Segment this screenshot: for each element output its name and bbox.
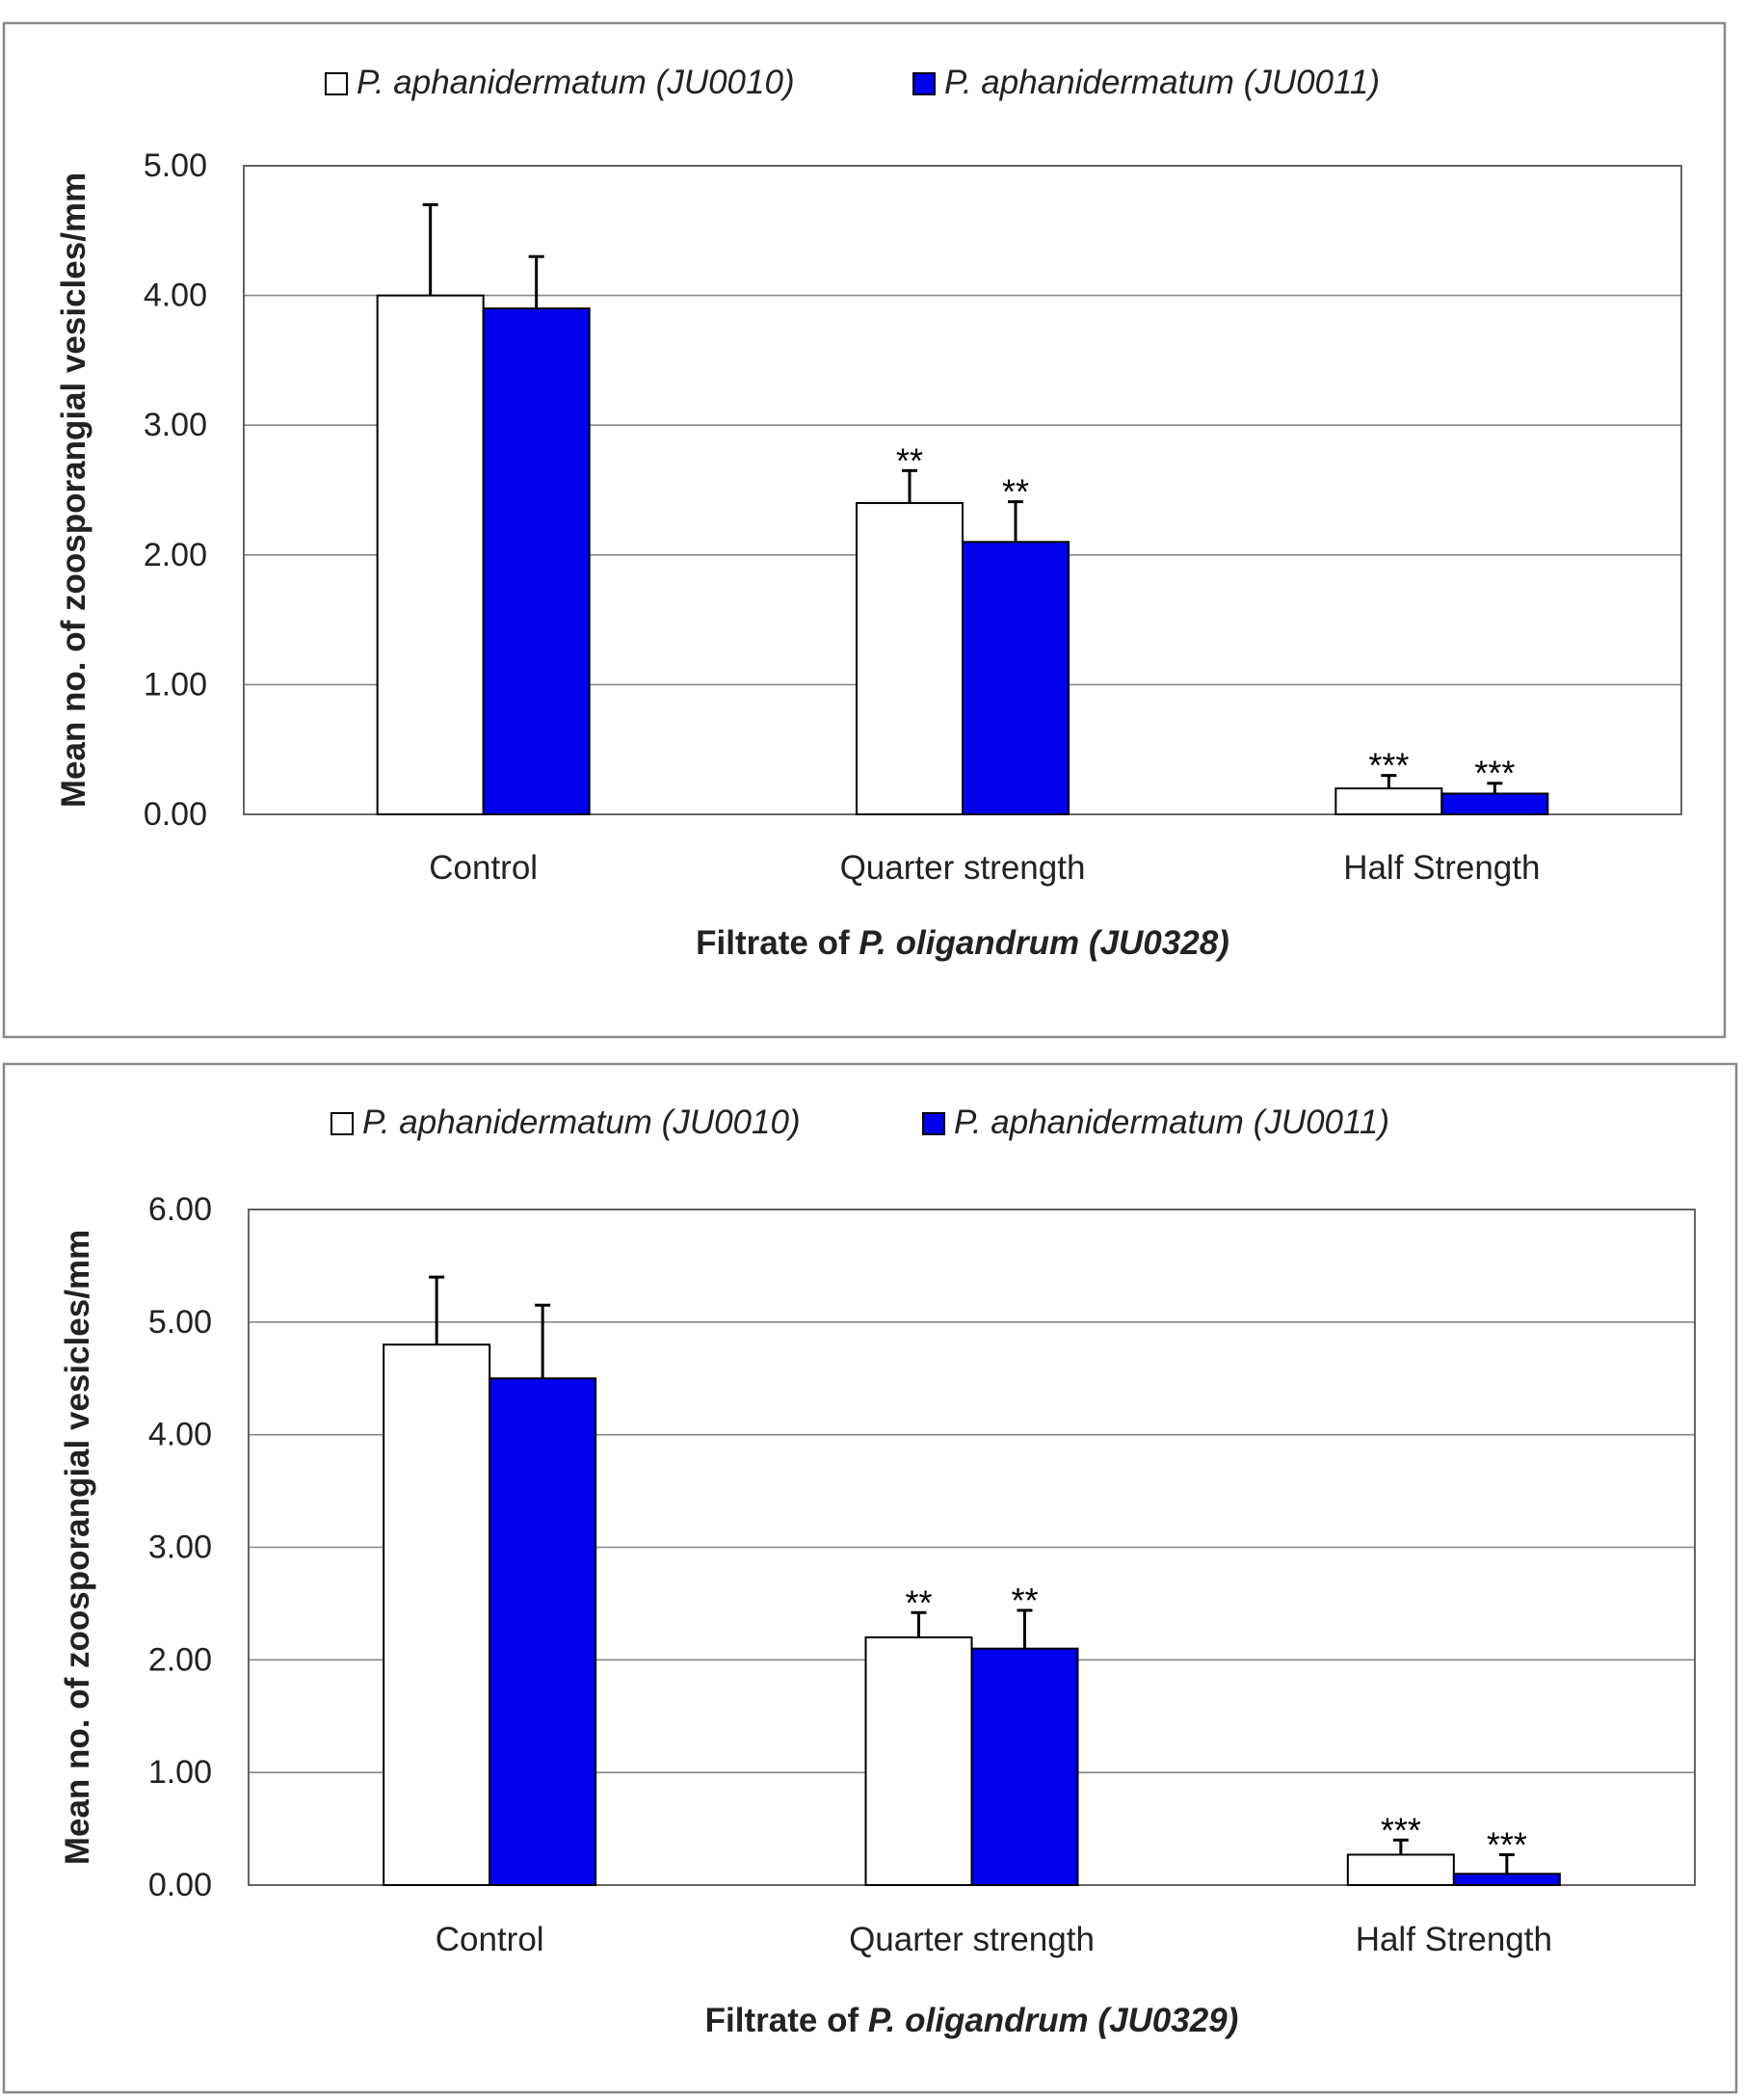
bar-1 <box>1346 1853 1455 1886</box>
chart-2: 0.00 1.00 2.00 3.00 4.00 5.00 6.00 Control ** ** Q… <box>2 1062 1738 2094</box>
bar-2 <box>962 541 1070 816</box>
y-tick-label: 4.00 <box>148 1417 212 1453</box>
significance-label: *** <box>1381 1810 1421 1849</box>
bar-2 <box>489 1377 597 1886</box>
y-tick-label: 2.00 <box>148 1641 212 1678</box>
bar-1 <box>376 294 485 816</box>
bar-1 <box>1334 787 1443 816</box>
y-tick-label: 5.00 <box>144 147 207 184</box>
legend-swatch-1 <box>330 1112 354 1135</box>
bar-2 <box>970 1647 1079 1887</box>
chart-frame <box>2 1062 1738 2094</box>
y-tick-label: 3.00 <box>144 407 207 443</box>
significance-label: ** <box>1011 1581 1038 1620</box>
significance-label: ** <box>896 440 923 480</box>
x-axis-title-prefix: Filtrate of <box>696 924 859 962</box>
x-axis-title: Filtrate of P. oligandrum (JU0329) <box>705 2002 1239 2039</box>
bar-2 <box>1452 1873 1561 1886</box>
x-category-label: Control <box>436 1921 544 1958</box>
y-tick-label: 4.00 <box>144 278 207 314</box>
y-tick-label: 1.00 <box>148 1754 212 1791</box>
bar-1 <box>383 1343 491 1886</box>
x-axis-title: Filtrate of P. oligandrum (JU0328) <box>696 924 1229 962</box>
significance-label: *** <box>1487 1824 1527 1864</box>
y-axis-title: Mean no. of zoosporangial vesicles/mm <box>59 1230 96 1865</box>
y-tick-label: 3.00 <box>148 1529 212 1566</box>
x-category-label: Quarter strength <box>840 849 1086 887</box>
legend-label-1: P. aphanidermatum (JU0010) <box>357 64 795 101</box>
legend-swatch-1 <box>325 72 348 95</box>
bar-1 <box>856 501 964 816</box>
legend-swatch-2 <box>912 72 936 95</box>
y-tick-label: 0.00 <box>144 796 207 833</box>
legend-label-2: P. aphanidermatum (JU0011) <box>954 1103 1389 1141</box>
y-tick-label: 2.00 <box>144 537 207 573</box>
legend-label-1: P. aphanidermatum (JU0010) <box>362 1103 801 1141</box>
legend: P. aphanidermatum (JU0010) P. aphaniderma… <box>325 64 1380 101</box>
x-axis-title-prefix: Filtrate of <box>705 2002 868 2039</box>
y-tick-label: 0.00 <box>148 1867 212 1903</box>
y-tick-label: 1.00 <box>144 666 207 703</box>
x-axis-title-species: P. oligandrum <box>868 2002 1089 2039</box>
significance-label: *** <box>1368 746 1409 785</box>
bar-2 <box>1440 792 1549 815</box>
x-axis-title-strain: (JU0328) <box>1079 924 1229 962</box>
legend: P. aphanidermatum (JU0010) P. aphaniderma… <box>330 1103 1389 1141</box>
y-tick-label: 6.00 <box>148 1191 212 1228</box>
y-tick-label: 5.00 <box>148 1304 212 1341</box>
significance-label: ** <box>1002 472 1029 512</box>
legend-label-2: P. aphanidermatum (JU0011) <box>944 64 1380 101</box>
x-category-label: Half Strength <box>1356 1921 1552 1958</box>
bar-2 <box>482 307 591 815</box>
x-axis-title-strain: (JU0329) <box>1089 2002 1239 2039</box>
y-axis-title: Mean no. of zoosporangial vesicles/mm <box>55 173 92 808</box>
x-axis-title-species: P. oligandrum <box>859 924 1079 962</box>
x-category-label: Half Strength <box>1343 849 1540 887</box>
significance-label: *** <box>1474 754 1515 793</box>
chart-1: 0.00 1.00 2.00 3.00 4.00 5.00 Control ** ** Quart… <box>2 21 1727 1039</box>
bar-1 <box>864 1635 973 1886</box>
x-category-label: Control <box>429 849 538 887</box>
x-category-label: Quarter strength <box>849 1921 1095 1958</box>
legend-swatch-2 <box>922 1112 945 1135</box>
significance-label: ** <box>905 1582 932 1622</box>
